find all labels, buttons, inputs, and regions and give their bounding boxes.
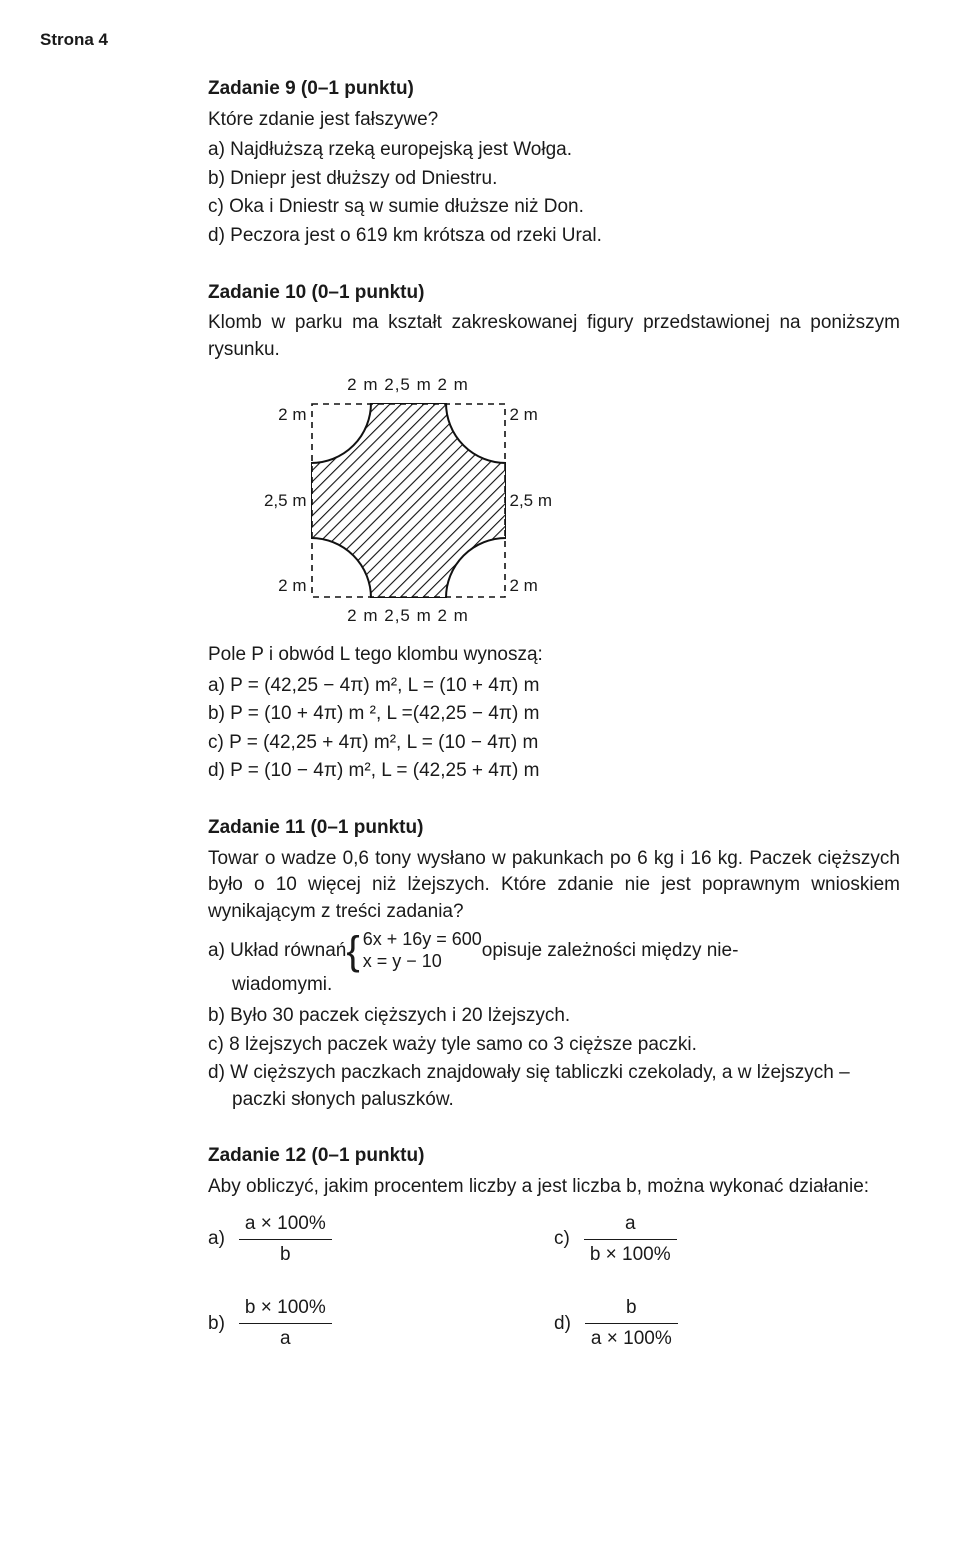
figure-left-b: 2,5 m [264,489,307,513]
page-number: Strona 4 [40,30,900,50]
task-10-option-a: a) P = (42,25 − 4π) m², L = (10 + 4π) m [208,673,900,700]
task-12-c-label: c) [554,1226,570,1253]
task-12-option-b: b) b × 100% a [208,1295,554,1353]
task-12-option-c: c) a b × 100% [554,1211,900,1269]
task-11: Zadanie 11 (0–1 punktu) Towar o wadze 0,… [208,815,900,1114]
klomb-diagram [311,403,506,598]
fraction-a-den: b [239,1240,332,1269]
figure-left-a: 2 m [264,403,307,427]
figure-left-labels: 2 m 2,5 m 2 m [260,397,311,604]
task-12-option-a: a) a × 100% b [208,1211,554,1269]
task-10-title: Zadanie 10 (0–1 punktu) [208,280,900,307]
task-10-option-c: c) P = (42,25 + 4π) m², L = (10 − 4π) m [208,730,900,757]
task-11-a-post: opisuje zależności między nie- [482,938,739,965]
fraction-d-den: a × 100% [585,1324,678,1353]
figure-right-c: 2 m [510,574,553,598]
task-12-b-label: b) [208,1311,225,1338]
task-9: Zadanie 9 (0–1 punktu) Które zdanie jest… [208,76,900,250]
task-10-options: a) P = (42,25 − 4π) m², L = (10 + 4π) m … [208,673,900,785]
task-12-intro: Aby obliczyć, jakim procentem liczby a j… [208,1174,900,1201]
task-10-intro: Klomb w parku ma kształt zakreskowanej f… [208,310,900,363]
task-9-option-b: b) Dniepr jest dłuższy od Dniestru. [208,166,900,193]
fraction-c: a b × 100% [584,1211,677,1269]
task-12-title: Zadanie 12 (0–1 punktu) [208,1143,900,1170]
task-10-after: Pole P i obwód L tego klombu wynoszą: [208,642,900,669]
task-9-option-a: a) Najdłuższą rzeką europejską jest Wołg… [208,137,900,164]
task-11-options: a) Układ równań { 6x + 16y = 600 x = y −… [208,929,900,1113]
fraction-a-num: a × 100% [239,1211,332,1241]
fraction-a: a × 100% b [239,1211,332,1269]
fraction-d-num: b [585,1295,678,1325]
task-11-intro: Towar o wadze 0,6 tony wysłano w pakunka… [208,846,900,926]
task-12-options: a) a × 100% b c) a b × 100% b) [208,1211,900,1379]
task-10: Zadanie 10 (0–1 punktu) Klomb w parku ma… [208,280,900,785]
task-11-eq1: 6x + 16y = 600 [363,929,482,951]
task-12-a-label: a) [208,1226,225,1253]
task-11-a-pre: a) Układ równań [208,938,346,965]
task-11-option-a: a) Układ równań { 6x + 16y = 600 x = y −… [208,929,900,972]
task-9-options: a) Najdłuższą rzeką europejską jest Wołg… [208,137,900,249]
fraction-c-den: b × 100% [584,1240,677,1269]
fraction-b: b × 100% a [239,1295,332,1353]
left-brace-icon: { [346,931,359,971]
task-9-option-c: c) Oka i Dniestr są w sumie dłuższe niż … [208,194,900,221]
task-9-title: Zadanie 9 (0–1 punktu) [208,76,900,103]
fraction-d: b a × 100% [585,1295,678,1353]
task-11-option-c: c) 8 lżejszych paczek waży tyle samo co … [208,1032,900,1059]
task-12-option-d: d) b a × 100% [554,1295,900,1353]
fraction-c-num: a [584,1211,677,1241]
task-9-question: Które zdanie jest fałszywe? [208,107,900,134]
task-11-title: Zadanie 11 (0–1 punktu) [208,815,900,842]
task-12: Zadanie 12 (0–1 punktu) Aby obliczyć, ja… [208,1143,900,1379]
figure-right-labels: 2 m 2,5 m 2 m [506,397,557,604]
task-9-option-d: d) Peczora jest o 619 km krótsza od rzek… [208,223,900,250]
figure-bottom-labels: 2 m 2,5 m 2 m [248,604,568,628]
task-11-a-cont: wiadomymi. [208,972,900,999]
task-11-option-b: b) Było 30 paczek cięższych i 20 lżejszy… [208,1003,900,1030]
figure-right-a: 2 m [510,403,553,427]
task-11-option-d: d) W cięższych paczkach znajdowały się t… [208,1060,900,1113]
task-12-d-label: d) [554,1311,571,1338]
fraction-b-num: b × 100% [239,1295,332,1325]
task-10-option-b: b) P = (10 + 4π) m ², L =(42,25 − 4π) m [208,701,900,728]
figure-top-labels: 2 m 2,5 m 2 m [248,373,568,397]
fraction-b-den: a [239,1324,332,1353]
equation-system: { 6x + 16y = 600 x = y − 10 [346,929,481,972]
content-column: Zadanie 9 (0–1 punktu) Które zdanie jest… [208,76,900,1379]
figure-right-b: 2,5 m [510,489,553,513]
task-10-figure: 2 m 2,5 m 2 m 2 m 2,5 m 2 m [248,373,568,628]
page: Strona 4 Zadanie 9 (0–1 punktu) Które zd… [0,0,960,1548]
task-10-option-d: d) P = (10 − 4π) m², L = (42,25 + 4π) m [208,758,900,785]
task-11-eq2: x = y − 10 [363,951,482,973]
figure-left-c: 2 m [264,574,307,598]
